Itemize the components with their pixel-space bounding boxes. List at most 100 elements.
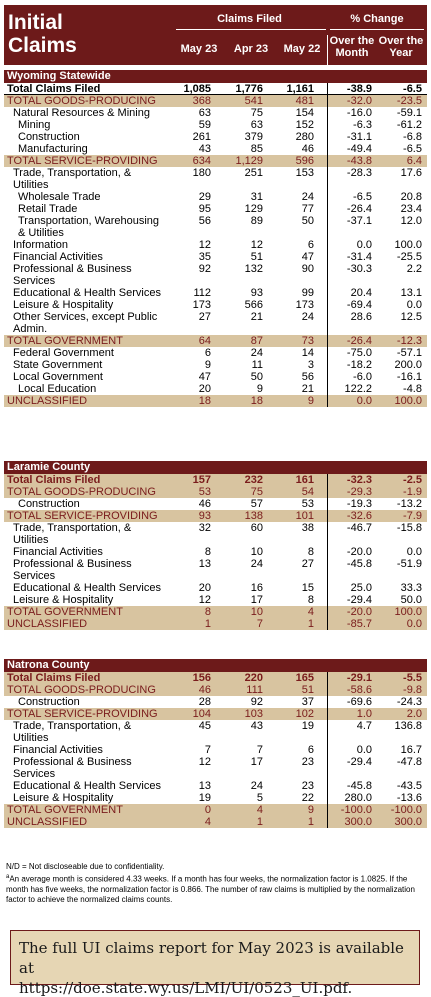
- row-label: Educational & Health Services: [13, 780, 161, 792]
- table-row: Mining 59 63 152 -6.3 -61.2: [4, 119, 427, 131]
- cell-value: -69.6: [346, 696, 372, 708]
- row-label: UNCLASSIFIED: [7, 816, 88, 828]
- table-row: Leisure & Hospitality 173 566 173 -69.4 0.0: [4, 299, 427, 311]
- claims-filed-heading: Claims Filed: [217, 13, 282, 25]
- cell-value: 136.8: [394, 720, 422, 732]
- cell-value: -75.0: [346, 347, 372, 359]
- cell-value: -19.3: [346, 498, 372, 510]
- cell-value: -26.4: [346, 203, 372, 215]
- cell-value: 77: [301, 203, 314, 215]
- table-row: Local Education 20 9 21 122.2 -4.8: [4, 383, 427, 395]
- cell-value: -31.4: [346, 251, 372, 263]
- row-label: TOTAL GOODS-PRODUCING: [7, 684, 156, 696]
- cell-value: 7: [256, 618, 263, 630]
- cell-value: 9: [204, 359, 211, 371]
- cell-value: -37.1: [346, 215, 372, 227]
- col-may22: May 22: [283, 43, 321, 55]
- table-row: Financial Activities 7 7 6 0.0 16.7: [4, 744, 427, 756]
- cell-value: 8: [307, 594, 314, 606]
- cell-value: -100.0: [340, 804, 372, 816]
- footnotes: N/D = Not discloseable due to confidenti…: [6, 862, 426, 905]
- cell-value: -1.9: [403, 486, 422, 498]
- cell-value: -7.9: [403, 510, 422, 522]
- table-row: Construction 46 57 53 -19.3 -13.2: [4, 498, 427, 510]
- row-label: TOTAL SERVICE-PROVIDING: [7, 155, 158, 167]
- table-row: Construction 261 379 280 -31.1 -6.8: [4, 131, 427, 143]
- report-link-url[interactable]: https://doe.state.wy.us/LMI/UI/0523_UI.p…: [19, 979, 353, 997]
- row-label: Construction: [18, 131, 80, 143]
- cell-value: 19: [301, 720, 314, 732]
- row-label: Financial Activities: [13, 546, 103, 558]
- row-label: Total Claims Filed: [7, 83, 101, 95]
- cell-value: -61.2: [396, 119, 422, 131]
- cell-value: 18: [250, 395, 263, 407]
- cell-value: 46: [198, 684, 211, 696]
- table-row: TOTAL GOODS-PRODUCING 368 541 481 -32.0 -23.5: [4, 95, 427, 107]
- column-divider: [327, 672, 328, 828]
- row-label: Professional & Business Services: [13, 756, 132, 780]
- col-over-year: Over the Year: [378, 35, 424, 59]
- cell-value: -38.9: [346, 83, 372, 95]
- cell-value: 73: [301, 335, 314, 347]
- cell-value: 87: [250, 335, 263, 347]
- cell-value: -32.6: [346, 510, 372, 522]
- col-over-month: Over the Month: [329, 35, 375, 59]
- cell-value: 100.0: [394, 239, 422, 251]
- cell-value: 0.0: [406, 546, 422, 558]
- page-title: Initial Claims: [8, 11, 77, 57]
- cell-value: -20.0: [346, 546, 372, 558]
- cell-value: -85.7: [346, 618, 372, 630]
- row-label: TOTAL GOODS-PRODUCING: [7, 95, 156, 107]
- cell-value: 90: [301, 263, 314, 275]
- cell-value: 85: [250, 143, 263, 155]
- cell-value: -6.5: [403, 83, 422, 95]
- row-label: Trade, Transportation, & Utilities: [13, 522, 132, 546]
- cell-value: 17: [250, 594, 263, 606]
- cell-value: 38: [301, 522, 314, 534]
- cell-value: 129: [244, 203, 263, 215]
- cell-value: 11: [251, 359, 263, 371]
- cell-value: 23: [301, 780, 314, 792]
- row-label: Natural Resources & Mining: [13, 107, 150, 119]
- cell-value: 6.4: [406, 155, 422, 167]
- table-row: Leisure & Hospitality 19 5 22 280.0 -13.6: [4, 792, 427, 804]
- table-header: Initial Claims Claims Filed % Change May…: [4, 5, 427, 65]
- cell-value: 63: [198, 107, 211, 119]
- table-row: UNCLASSIFIED 1 7 1 -85.7 0.0: [4, 618, 427, 630]
- cell-value: 112: [193, 287, 211, 299]
- cell-value: 4: [307, 606, 314, 618]
- cell-value: -16.1: [396, 371, 422, 383]
- table-row: Natural Resources & Mining 63 75 154 -16.0 -5…: [4, 107, 427, 119]
- cell-value: 1,776: [235, 83, 263, 95]
- cell-value: 220: [244, 672, 263, 684]
- cell-value: 12.5: [400, 311, 422, 323]
- cell-value: 57: [250, 498, 263, 510]
- cell-value: 6: [307, 744, 314, 756]
- table-row: Wholesale Trade 29 31 24 -6.5 20.8: [4, 191, 427, 203]
- cell-value: -29.4: [346, 594, 372, 606]
- cell-value: 20: [198, 582, 211, 594]
- cell-value: 22: [301, 792, 314, 804]
- cell-value: 541: [244, 95, 263, 107]
- header-divider: [327, 35, 328, 65]
- header-rule: [176, 29, 326, 30]
- cell-value: 138: [244, 510, 263, 522]
- cell-value: 8: [307, 546, 314, 558]
- cell-value: 8: [204, 606, 211, 618]
- cell-value: 5: [256, 792, 263, 804]
- row-label: Federal Government: [13, 347, 114, 359]
- cell-value: -25.5: [396, 251, 422, 263]
- table-row: Total Claims Filed 156 220 165 -29.1 -5.5: [4, 672, 427, 684]
- report-link-line1: The full UI claims report for May 2023 i…: [19, 939, 404, 977]
- cell-value: 50: [250, 371, 263, 383]
- cell-value: 379: [244, 131, 263, 143]
- row-label: UNCLASSIFIED: [7, 618, 88, 630]
- row-label: Transportation, Warehousing & Utilities: [18, 215, 160, 239]
- cell-value: -13.2: [396, 498, 422, 510]
- cell-value: 100.0: [394, 606, 422, 618]
- row-label: Trade, Transportation, & Utilities: [13, 167, 132, 191]
- cell-value: -2.5: [403, 474, 422, 486]
- cell-value: 12: [250, 239, 263, 251]
- cell-value: 51: [250, 251, 263, 263]
- table-row: Professional & Business Services 92 132 90 -3…: [4, 263, 427, 287]
